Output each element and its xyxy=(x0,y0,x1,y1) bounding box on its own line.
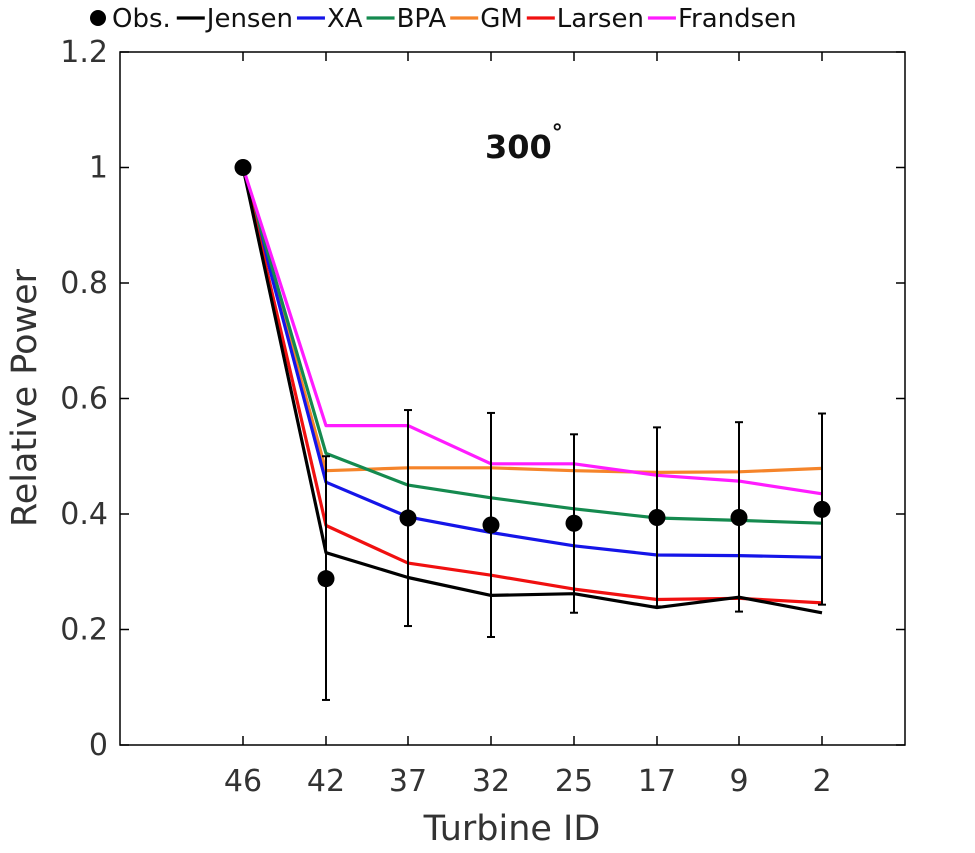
legend-label-gm: GM xyxy=(480,4,523,34)
x-tick-label: 42 xyxy=(307,764,345,799)
legend-label-obs: Obs. xyxy=(112,4,171,34)
x-axis-label: Turbine ID xyxy=(423,809,601,849)
series-line-frandsen xyxy=(241,167,823,496)
observation-point xyxy=(234,159,252,176)
legend-marker-obs xyxy=(90,10,106,26)
y-tick-label: 0 xyxy=(89,728,108,763)
direction-annotation-degree: ° xyxy=(552,121,563,146)
x-tick-label: 2 xyxy=(812,764,831,799)
y-axis-label: Relative Power xyxy=(5,268,45,527)
observation-points xyxy=(234,159,831,588)
legend-label-frandsen: Frandsen xyxy=(678,4,797,34)
x-tick-label: 46 xyxy=(224,764,262,799)
y-tick-label: 1.2 xyxy=(60,35,108,70)
observation-point xyxy=(482,516,500,534)
y-tick-label: 0.6 xyxy=(60,382,108,417)
y-tick-label: 0.2 xyxy=(60,613,108,648)
observation-point xyxy=(813,500,831,518)
observation-point xyxy=(317,570,335,588)
series-lines xyxy=(241,167,823,615)
direction-annotation: 300° xyxy=(485,121,563,166)
series-line-bpa xyxy=(241,167,823,525)
observation-point xyxy=(399,509,417,527)
observation-point xyxy=(565,514,583,532)
series-line-xa xyxy=(241,167,823,559)
legend-label-bpa: BPA xyxy=(397,4,447,34)
legend-label-jensen: Jensen xyxy=(205,4,293,34)
x-axis-ticks: 46 42 37 32 25 17 9 2 xyxy=(224,52,832,799)
legend: Obs. Jensen XA BPA GM Larsen Frandsen xyxy=(90,4,797,34)
x-tick-label: 37 xyxy=(389,764,427,799)
x-tick-label: 9 xyxy=(729,764,748,799)
y-axis-ticks: 0 0.2 0.4 0.6 0.8 1 1.2 xyxy=(60,35,905,763)
observation-point xyxy=(730,508,748,526)
y-tick-label: 0.8 xyxy=(60,266,108,301)
legend-label-xa: XA xyxy=(327,4,363,34)
series-line-gm xyxy=(241,167,823,474)
x-tick-label: 25 xyxy=(555,764,593,799)
direction-annotation-value: 300 xyxy=(485,128,552,166)
x-tick-label: 32 xyxy=(472,764,510,799)
observation-point xyxy=(648,508,666,526)
x-tick-label: 17 xyxy=(638,764,676,799)
series-line-jensen xyxy=(241,167,823,615)
y-tick-label: 0.4 xyxy=(60,497,108,532)
y-tick-label: 1 xyxy=(89,151,108,186)
legend-label-larsen: Larsen xyxy=(557,4,644,34)
